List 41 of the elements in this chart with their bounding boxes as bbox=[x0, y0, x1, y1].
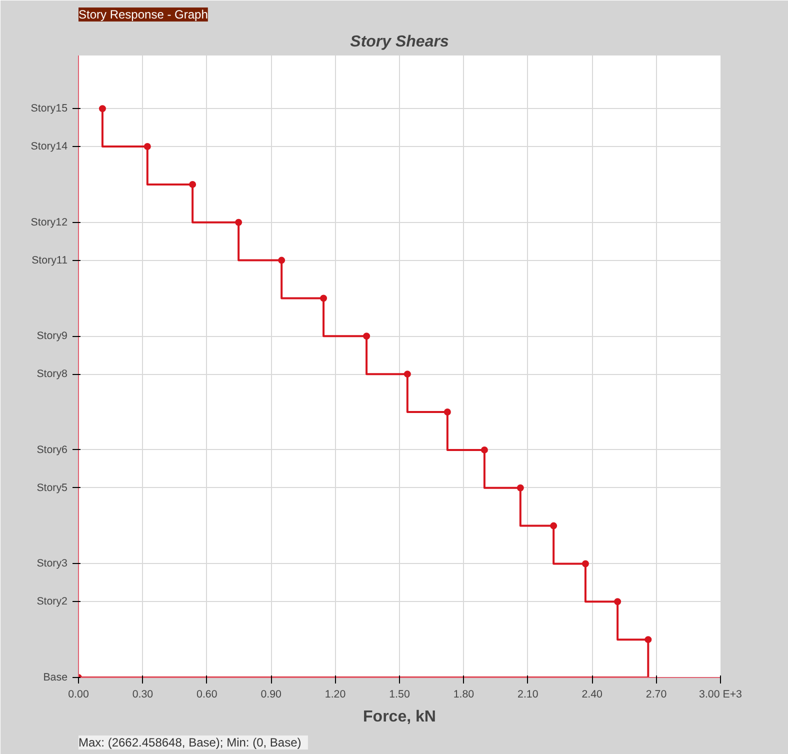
x-tick-label: 0.60 bbox=[196, 688, 218, 700]
x-tick-label: 2.70 bbox=[646, 688, 667, 700]
chart-title: Story Shears bbox=[350, 34, 449, 50]
x-axis-title: Force, kN bbox=[363, 708, 436, 726]
x-tick-label: 1.80 bbox=[453, 688, 474, 700]
point bbox=[363, 332, 370, 340]
point bbox=[550, 522, 558, 530]
point bbox=[320, 294, 328, 302]
x-tick-label: 0.30 bbox=[132, 688, 154, 700]
text: Max: (2662.458648, Base); Min: (0, Base) bbox=[78, 736, 302, 750]
point bbox=[189, 180, 196, 188]
y-tick-label: Story12 bbox=[30, 216, 68, 228]
x-tick-label: 3.00 E+3 bbox=[699, 688, 742, 700]
point bbox=[516, 484, 524, 492]
y-tick-label: Story15 bbox=[30, 102, 68, 115]
x-tick-label: 2.40 bbox=[582, 688, 603, 700]
point bbox=[144, 143, 151, 150]
y-tick-label: Story11 bbox=[32, 254, 68, 266]
point bbox=[444, 408, 451, 416]
y-tick-label: Story8 bbox=[36, 368, 68, 380]
x-tick-label: 0.90 bbox=[260, 688, 282, 700]
point bbox=[480, 446, 488, 454]
point bbox=[582, 560, 589, 568]
y-tick-label: Story3 bbox=[36, 558, 68, 570]
x-tick-label: 1.50 bbox=[389, 688, 410, 700]
text: Story Response - Graph bbox=[78, 8, 208, 22]
x-tick-label: 0.00 bbox=[68, 688, 89, 700]
point bbox=[235, 218, 242, 226]
y-tick-label: Story14 bbox=[30, 140, 68, 153]
point bbox=[278, 256, 286, 264]
x-tick-label: 1.20 bbox=[324, 688, 346, 700]
y-tick-label: Story6 bbox=[36, 444, 68, 456]
y-tick-label: Story5 bbox=[36, 482, 68, 494]
point bbox=[98, 105, 106, 112]
x-tick-label: 2.10 bbox=[518, 688, 538, 700]
y-tick-label: Base bbox=[43, 672, 68, 684]
point bbox=[644, 636, 652, 644]
point bbox=[614, 598, 622, 606]
point bbox=[404, 370, 411, 378]
y-tick-label: Story9 bbox=[36, 330, 68, 342]
y-tick-label: Story2 bbox=[36, 596, 68, 608]
